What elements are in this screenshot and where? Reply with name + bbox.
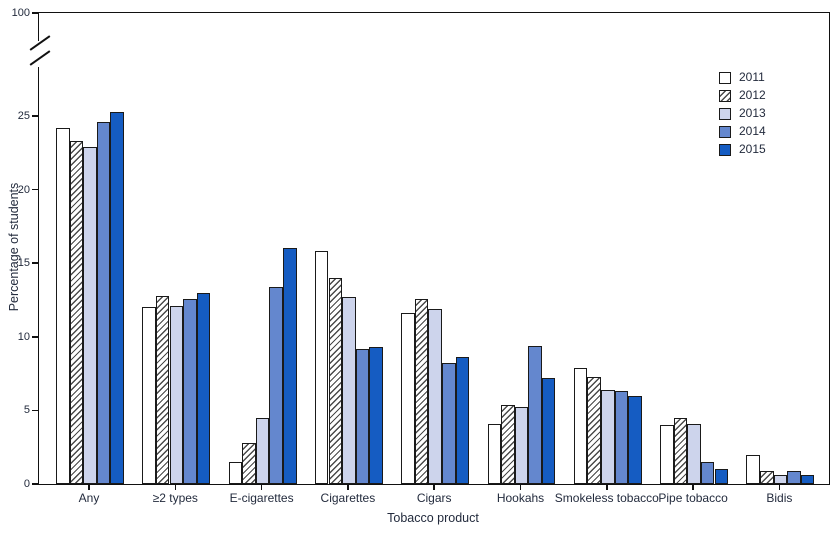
x-tick-mark (347, 484, 349, 490)
y-tick-mark (32, 262, 39, 264)
x-tick-mark (88, 484, 90, 490)
y-tick-mark (32, 483, 39, 485)
y-tick-label: 15 (17, 257, 30, 270)
x-category-label: Cigarettes (320, 490, 376, 505)
bar-2011 (56, 127, 70, 484)
x-category-label: Smokeless tobacco (554, 490, 659, 505)
bar-2015 (455, 357, 470, 484)
bar-2012 (587, 376, 601, 484)
bar-2012 (501, 404, 515, 484)
bar-2011 (228, 461, 243, 484)
bar-2011 (487, 423, 502, 484)
bar-2015 (110, 111, 124, 484)
bar-2012 (242, 442, 256, 484)
bar-2014 (442, 363, 456, 484)
bar-2012 (328, 277, 343, 484)
y-tick-label: 25 (17, 110, 30, 122)
bar-2013 (601, 389, 615, 484)
x-tick-mark (778, 484, 781, 490)
x-category-label: Pipe tobacco (658, 490, 728, 505)
bar-2012 (69, 141, 84, 484)
bar-2011 (573, 367, 588, 484)
bar-2015 (714, 469, 729, 484)
bar-2013 (428, 308, 442, 484)
y-tick-mark (32, 409, 39, 412)
x-tick-mark (260, 484, 263, 490)
bar-2011 (142, 307, 156, 484)
bar-2014 (355, 348, 370, 484)
x-category-label: Bidis (766, 490, 793, 505)
bar-2013 (342, 297, 356, 484)
bar-2013 (514, 407, 529, 484)
bar-2011 (401, 313, 415, 484)
bar-2013 (687, 423, 701, 484)
bar-2015 (541, 378, 556, 484)
bar-2014 (528, 345, 542, 484)
legend-swatch-icon (719, 107, 731, 120)
bar-2012 (414, 298, 429, 484)
y-tick-mark (32, 188, 39, 191)
legend-swatch-icon (719, 143, 731, 156)
legend-label: 2014 (739, 124, 766, 138)
x-category-label: Hookahs (496, 490, 545, 505)
bar-2015 (800, 475, 815, 484)
y-tick-mark (32, 336, 39, 338)
x-tick-mark (692, 484, 694, 490)
bar-2014 (183, 298, 197, 484)
y-tick-label: 100 (11, 7, 30, 19)
bar-2011 (314, 251, 329, 484)
bar-2011 (660, 425, 674, 484)
x-tick-mark (433, 484, 435, 490)
legend-swatch-icon (719, 71, 731, 84)
legend-label: 2011 (739, 70, 765, 84)
x-tick-mark (174, 484, 177, 490)
legend-swatch-icon (719, 89, 731, 102)
bar-2014 (700, 461, 715, 484)
bar-2014 (96, 121, 111, 484)
legend-item-2011: 2011 (719, 71, 766, 84)
y-axis-title: Percentage of students (7, 182, 21, 312)
y-tick-label: 10 (17, 330, 30, 343)
legend-label: 2015 (739, 142, 766, 156)
bar-2014 (269, 286, 283, 484)
bar-2015 (369, 347, 383, 484)
legend-item-2012: 2012 (719, 89, 766, 102)
plot-area: 0 5 10 15 20 25 100 2011 2012 2013 2014 2015 (12, 7, 830, 490)
bar-2013 (773, 475, 788, 484)
legend-label: 2013 (739, 106, 766, 120)
x-category-label: ≥2 types (152, 490, 198, 505)
legend: 2011 2012 2013 2014 2015 (719, 71, 766, 156)
bar-2014 (614, 391, 629, 484)
y-tick-mark (32, 12, 39, 14)
x-category-label: Any (78, 490, 100, 505)
legend-item-2015: 2015 (719, 143, 766, 156)
y-tick-mark (32, 115, 39, 117)
x-category-label: E-cigarettes (229, 490, 294, 505)
bar-2013 (169, 305, 184, 484)
bar-2015 (283, 248, 297, 484)
x-axis-title: Tobacco product (387, 511, 479, 525)
bar-2013 (83, 146, 97, 484)
bar-2014 (787, 470, 801, 484)
x-tick-mark (606, 484, 608, 490)
y-tick-label: 5 (23, 404, 30, 417)
legend-item-2013: 2013 (719, 107, 766, 120)
y-tick-label: 20 (17, 183, 30, 196)
bar-2012 (155, 295, 170, 484)
bar-2012 (673, 417, 688, 484)
bar-2012 (760, 470, 774, 484)
bar-2013 (255, 417, 270, 484)
bar-2011 (746, 454, 760, 484)
bar-2015 (196, 292, 211, 484)
y-tick-label: 0 (23, 478, 30, 490)
x-category-label: Cigars (416, 490, 452, 505)
legend-item-2014: 2014 (719, 125, 766, 138)
bar-2015 (628, 395, 642, 484)
axis-break-gap (36, 41, 42, 67)
x-tick-mark (519, 484, 522, 490)
legend-swatch-icon (719, 125, 731, 138)
legend-label: 2012 (739, 88, 766, 102)
